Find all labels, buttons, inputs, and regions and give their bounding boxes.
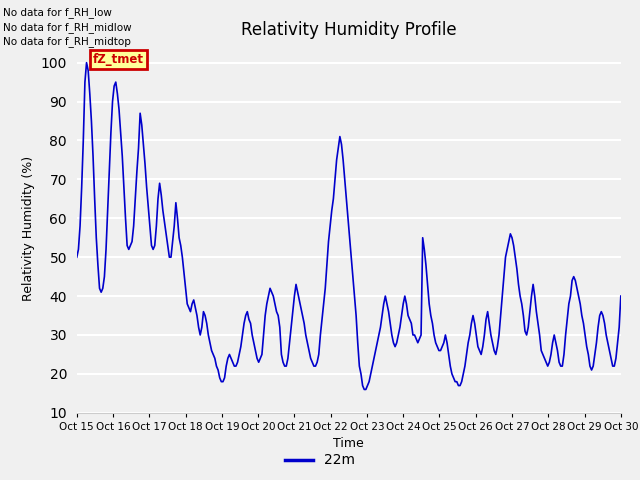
X-axis label: Time: Time xyxy=(333,437,364,450)
Text: No data for f_RH_midtop: No data for f_RH_midtop xyxy=(3,36,131,47)
Legend: 22m: 22m xyxy=(280,448,360,473)
Text: fZ_tmet: fZ_tmet xyxy=(93,53,144,66)
Title: Relativity Humidity Profile: Relativity Humidity Profile xyxy=(241,21,456,39)
Y-axis label: Relativity Humidity (%): Relativity Humidity (%) xyxy=(22,156,35,300)
Text: No data for f_RH_midlow: No data for f_RH_midlow xyxy=(3,22,132,33)
Text: No data for f_RH_low: No data for f_RH_low xyxy=(3,7,112,18)
